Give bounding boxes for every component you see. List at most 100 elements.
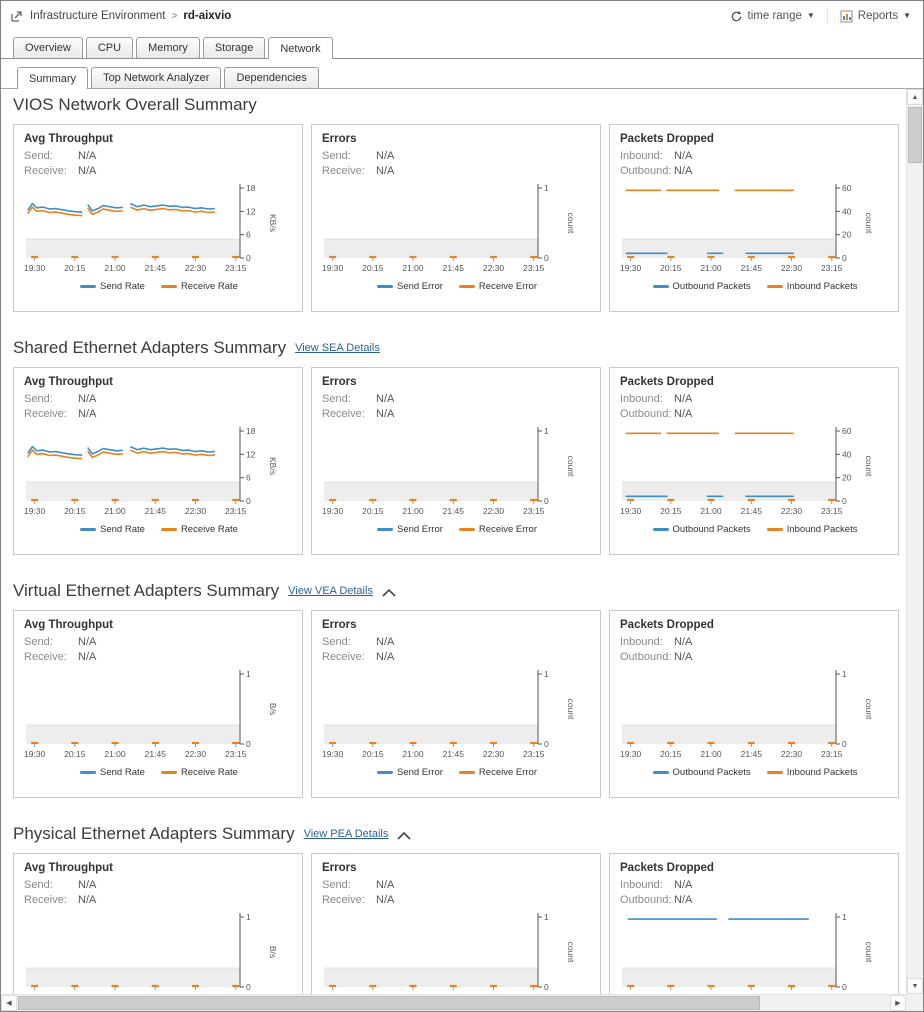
stat-value: N/A [674,408,693,420]
section-header: Virtual Ethernet Adapters Summary View V… [13,581,906,601]
svg-text:1: 1 [544,669,549,679]
legend-label: Receive Rate [180,281,238,292]
svg-text:count: count [566,699,576,720]
stat-label: Receive: [322,894,365,906]
svg-text:19:30: 19:30 [620,263,642,273]
legend-swatch-icon [376,285,393,288]
stat-label: Outbound: [620,408,672,420]
legend-swatch-icon [652,771,669,774]
stat-row: Send: N/A [24,636,294,648]
subtab-summary[interactable]: Summary [17,67,89,89]
card-stats: Inbound: N/A Outbound: N/A [620,150,890,177]
svg-text:0: 0 [842,496,847,506]
stat-row: Outbound: N/A [620,165,890,177]
card-stats: Send: N/A Receive: N/A [322,636,592,663]
sub-tab-bar: Summary Top Network Analyzer Dependencies [1,62,923,89]
main-tab-bar: Overview CPU Memory Storage Network [1,31,923,59]
view-vea-details-link[interactable]: View VEA Details [288,585,373,597]
stat-label: Receive: [24,408,67,420]
tab-storage[interactable]: Storage [202,37,266,58]
svg-text:21:00: 21:00 [700,263,722,273]
card-row: Avg Throughput Send: N/A Receive: N/A 0 1… [13,610,906,798]
svg-text:KB/s: KB/s [268,214,278,232]
collapse-section-icon[interactable] [397,831,411,840]
legend-swatch-icon [80,528,97,531]
stat-value: N/A [78,651,97,663]
chart-legend: Outbound Packets Inbound Packets [620,524,890,535]
card-row: Avg Throughput Send: N/A Receive: N/A 0 1… [13,853,906,994]
subtab-dependencies[interactable]: Dependencies [224,67,319,88]
collapse-section-icon[interactable] [382,588,396,597]
chart: 0 6 12 18 KB/s 19:30 20:15 21:00 21:45 22:30 23:15 [24,183,278,273]
scroll-left-arrow-icon[interactable]: ◀ [1,995,17,1011]
svg-text:20: 20 [842,230,852,240]
svg-text:23:15: 23:15 [225,263,247,273]
stat-row: Send: N/A [24,150,294,162]
time-range-dropdown[interactable]: time range ▼ [730,10,815,23]
legend-item: Inbound Packets [766,524,857,535]
card-title: Errors [322,133,357,145]
chart-legend: Send Error Receive Error [322,767,592,778]
svg-text:B/s: B/s [268,946,278,958]
view-pea-details-link[interactable]: View PEA Details [303,828,389,840]
stat-label: Send: [24,636,53,648]
svg-text:21:00: 21:00 [402,749,424,759]
chart-legend: Send Rate Receive Rate [24,767,294,778]
packets-dropped-card: Packets Dropped Inbound: N/A Outbound: N… [609,124,899,312]
card-title: Packets Dropped [620,862,714,874]
card-title: Errors [322,862,357,874]
svg-text:0: 0 [842,253,847,263]
tab-memory[interactable]: Memory [136,37,200,58]
svg-text:count: count [864,942,874,963]
legend-item: Receive Rate [160,281,238,292]
legend-swatch-icon [652,528,669,531]
svg-text:23:15: 23:15 [523,263,545,273]
stat-label: Receive: [24,165,67,177]
vertical-scrollbar[interactable]: ▲ ▼ [906,89,923,994]
scroll-right-arrow-icon[interactable]: ▶ [890,995,906,1011]
svg-text:0: 0 [842,982,847,992]
svg-text:21:45: 21:45 [741,992,763,994]
vertical-scroll-thumb[interactable] [908,107,922,163]
scroll-up-arrow-icon[interactable]: ▲ [907,89,923,105]
card-stats: Send: N/A Receive: N/A [322,393,592,420]
svg-text:40: 40 [842,449,852,459]
reports-dropdown[interactable]: Reports ▼ [840,10,911,23]
divider [826,9,828,23]
stat-label: Receive: [24,651,67,663]
stat-value: N/A [674,150,693,162]
svg-text:21:00: 21:00 [700,992,722,994]
svg-text:count: count [566,942,576,963]
tab-overview[interactable]: Overview [13,37,83,58]
horizontal-scroll-thumb[interactable] [18,996,761,1010]
stat-value: N/A [376,165,395,177]
svg-text:23:15: 23:15 [225,749,247,759]
svg-text:19:30: 19:30 [322,263,344,273]
stat-row: Send: N/A [322,150,592,162]
svg-text:18: 18 [246,183,256,193]
stat-row: Inbound: N/A [620,636,890,648]
chart: 0 20 40 60 count 19:30 20:15 21:00 21:45 22:30 23:… [620,426,874,516]
svg-text:19:30: 19:30 [24,749,46,759]
stat-row: Receive: N/A [24,408,294,420]
horizontal-scrollbar[interactable]: ◀ ▶ [1,994,906,1011]
legend-label: Send Rate [100,767,145,778]
svg-text:21:45: 21:45 [443,506,465,516]
svg-text:22:30: 22:30 [483,263,505,273]
view-sea-details-link[interactable]: View SEA Details [295,342,380,354]
legend-item: Receive Error [458,767,537,778]
legend-item: Receive Rate [160,524,238,535]
breadcrumb-infrastructure-environment[interactable]: Infrastructure Environment [30,10,166,22]
svg-text:20:15: 20:15 [362,749,384,759]
tab-network[interactable]: Network [268,37,333,59]
svg-text:22:30: 22:30 [781,992,803,994]
svg-text:19:30: 19:30 [620,506,642,516]
top-bar: Infrastructure Environment > rd-aixvio t… [1,1,923,31]
scroll-down-arrow-icon[interactable]: ▼ [907,978,923,994]
caret-down-icon: ▼ [903,11,911,20]
svg-text:19:30: 19:30 [322,992,344,994]
subtab-top-network-analyzer[interactable]: Top Network Analyzer [91,67,222,88]
svg-text:21:45: 21:45 [145,506,167,516]
svg-text:21:00: 21:00 [104,263,126,273]
tab-cpu[interactable]: CPU [85,37,134,58]
